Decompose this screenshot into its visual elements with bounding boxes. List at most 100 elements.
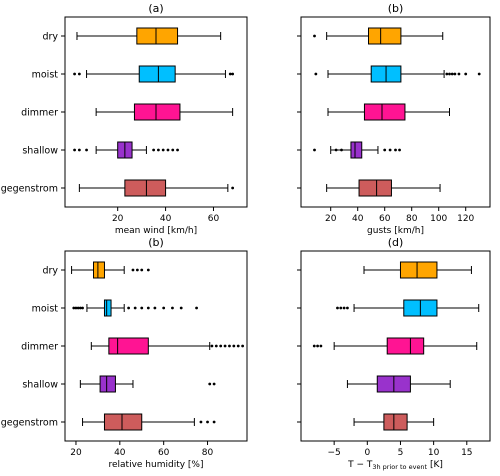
x-tick-label: 20 <box>112 214 124 224</box>
panel-title: (b) <box>388 2 404 15</box>
category-label-shallow: shallow <box>22 380 58 391</box>
box-shallow <box>350 141 363 159</box>
box-gegenstrom <box>358 179 392 197</box>
box-dimmer <box>386 337 425 355</box>
outlier-point <box>388 148 392 152</box>
outlier-point <box>161 148 165 152</box>
outlier-point <box>334 148 338 152</box>
outlier-point <box>316 344 319 348</box>
outlier-point <box>312 344 316 348</box>
outlier-point <box>146 268 150 272</box>
box-gegenstrom <box>124 179 167 197</box>
outlier-point <box>179 306 183 310</box>
panel-d-temperature-change: (d) −5 0 5 10 15 T − T3h prior to event [K] <box>297 236 491 471</box>
box-dimmer <box>133 103 181 121</box>
outlier-point <box>383 148 387 152</box>
outlier-point <box>208 382 212 386</box>
outlier-point <box>219 344 223 348</box>
outlier-point <box>171 148 175 152</box>
outlier-point <box>156 148 160 152</box>
outlier-point <box>228 72 232 76</box>
outlier-point <box>152 148 156 152</box>
outlier-point <box>135 268 139 272</box>
category-label-dry: dry <box>42 266 58 277</box>
box-gegenstrom <box>103 413 143 431</box>
outlier-point <box>133 306 137 310</box>
outlier-point <box>228 344 231 348</box>
outlier-point <box>241 344 245 348</box>
box-shallow <box>99 375 116 393</box>
outlier-point <box>313 34 316 38</box>
outlier-point <box>210 344 214 348</box>
outlier-point <box>336 306 339 310</box>
category-label-moist: moist <box>32 304 59 315</box>
x-tick-label: 40 <box>352 214 364 224</box>
panel-title: (d) <box>388 236 404 249</box>
outlier-point <box>342 306 346 310</box>
box-moist <box>103 299 112 317</box>
outlier-point <box>73 148 76 152</box>
category-label-moist: moist <box>32 70 59 81</box>
outlier-point <box>127 306 130 310</box>
x-axis-label: mean wind [km/h] <box>115 226 197 236</box>
box-gegenstrom <box>383 413 408 431</box>
outlier-point <box>146 306 150 310</box>
outlier-point <box>153 306 157 310</box>
box-dry <box>399 261 438 279</box>
outlier-point <box>206 420 209 424</box>
outlier-point <box>340 148 343 152</box>
outlier-point <box>72 306 76 310</box>
outlier-point <box>232 344 236 348</box>
outlier-point <box>76 306 80 310</box>
outlier-point <box>477 72 481 76</box>
outlier-point <box>464 72 468 76</box>
outlier-point <box>166 148 170 152</box>
outlier-point <box>74 306 78 310</box>
category-label-dimmer: dimmer <box>21 108 58 119</box>
x-axis-label: relative humidity [%] <box>109 460 204 470</box>
outlier-point <box>313 148 316 152</box>
box-dimmer <box>363 103 406 121</box>
outlier-point <box>140 306 144 310</box>
x-tick-label: 60 <box>158 448 170 458</box>
x-tick-label: 60 <box>208 214 220 224</box>
outlier-point <box>78 306 82 310</box>
outlier-point <box>212 382 216 386</box>
panel-title: (a) <box>148 2 163 15</box>
x-axis-label-unit: [K] <box>427 460 443 470</box>
x-tick-label: 100 <box>430 214 447 224</box>
x-tick-label: 60 <box>379 214 391 224</box>
outlier-point <box>77 148 81 152</box>
outlier-point <box>199 420 203 424</box>
outlier-point <box>445 72 449 76</box>
x-tick-label: 40 <box>114 448 126 458</box>
outlier-point <box>231 186 235 190</box>
outlier-point <box>214 344 218 348</box>
outlier-point <box>171 306 174 310</box>
x-axis-label-main: T − T <box>347 460 373 470</box>
x-tick-label: 15 <box>461 448 472 458</box>
panel-b-relative-humidity: (b) 20 40 60 80 relative humidity [%] dry moist… <box>1 236 248 470</box>
outlier-point <box>236 344 240 348</box>
category-label-dimmer: dimmer <box>21 342 58 353</box>
outlier-point <box>448 72 451 76</box>
outlier-point <box>450 72 454 76</box>
x-axis-label: T − T3h prior to event [K] <box>347 460 443 471</box>
outlier-point <box>176 148 179 152</box>
outlier-point <box>223 344 227 348</box>
outlier-point <box>231 72 235 76</box>
category-label-gegenstrom: gegenstrom <box>1 418 58 429</box>
outlier-point <box>212 420 216 424</box>
category-label-gegenstrom: gegenstrom <box>1 184 58 195</box>
outlier-point <box>339 306 343 310</box>
outlier-point <box>319 344 323 348</box>
box-dimmer <box>108 337 149 355</box>
x-axis-label-subscript: 3h prior to event <box>372 463 427 471</box>
outlier-point <box>453 72 457 76</box>
outlier-point <box>140 268 144 272</box>
category-label-dry: dry <box>42 32 58 43</box>
category-label-shallow: shallow <box>22 146 58 157</box>
panel-b-gusts: (b) 20 40 60 80 100 120 gusts [km/h] <box>297 2 491 236</box>
outlier-point <box>314 72 318 76</box>
